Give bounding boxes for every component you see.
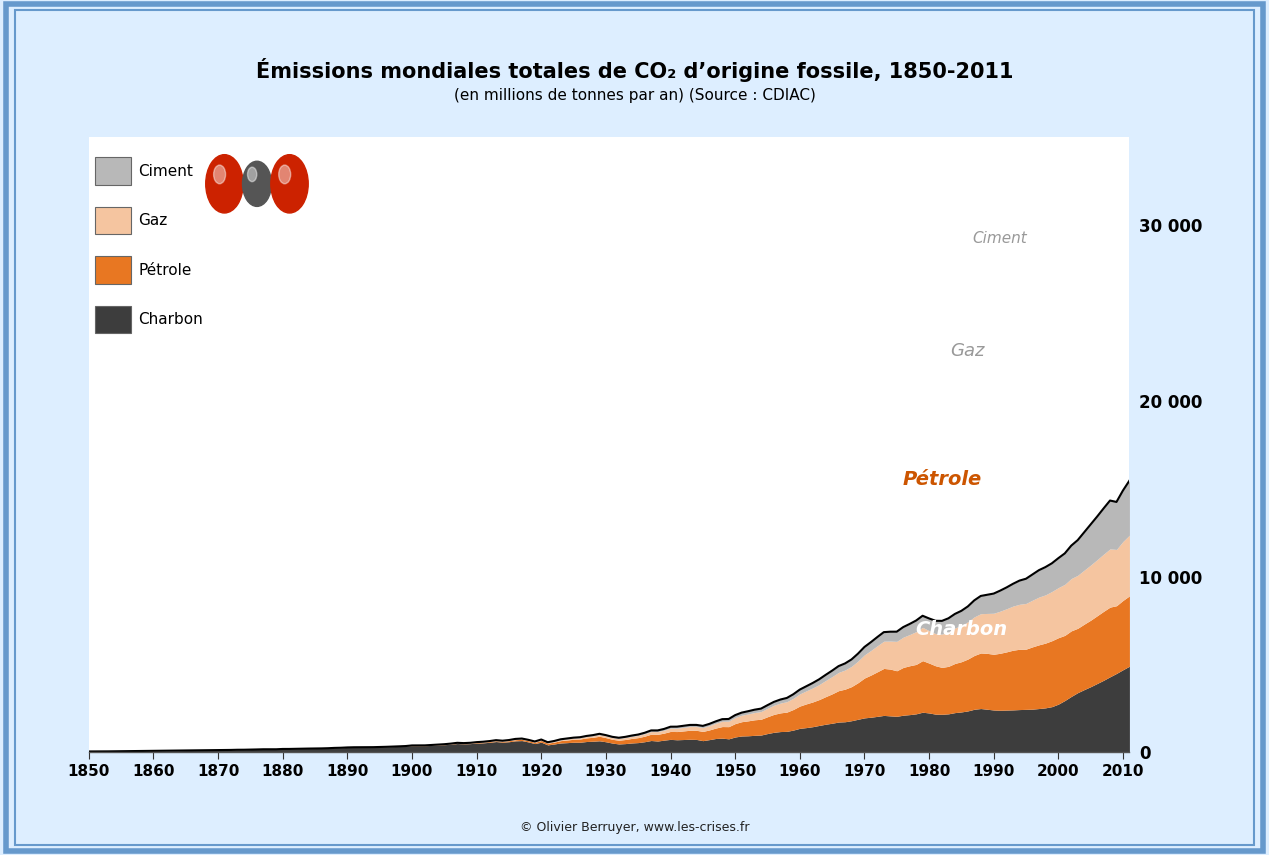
Circle shape bbox=[279, 165, 291, 184]
Text: (en millions de tonnes par an) (Source : CDIAC): (en millions de tonnes par an) (Source :… bbox=[453, 88, 816, 103]
Text: Charbon: Charbon bbox=[138, 312, 203, 327]
Text: Pétrole: Pétrole bbox=[138, 262, 192, 278]
Text: Ciment: Ciment bbox=[138, 163, 193, 179]
Text: Ciment: Ciment bbox=[973, 232, 1028, 246]
Circle shape bbox=[213, 165, 226, 184]
Text: Pétrole: Pétrole bbox=[902, 470, 982, 489]
Circle shape bbox=[242, 162, 272, 206]
Text: Émissions mondiales totales de CO₂ d’origine fossile, 1850-2011: Émissions mondiales totales de CO₂ d’ori… bbox=[256, 58, 1013, 82]
Text: © Olivier Berruyer, www.les-crises.fr: © Olivier Berruyer, www.les-crises.fr bbox=[520, 821, 749, 834]
Text: Charbon: Charbon bbox=[915, 620, 1008, 639]
Circle shape bbox=[247, 168, 256, 181]
Text: Gaz: Gaz bbox=[138, 213, 168, 228]
Circle shape bbox=[206, 155, 244, 213]
Text: Gaz: Gaz bbox=[950, 342, 985, 360]
Circle shape bbox=[270, 155, 308, 213]
